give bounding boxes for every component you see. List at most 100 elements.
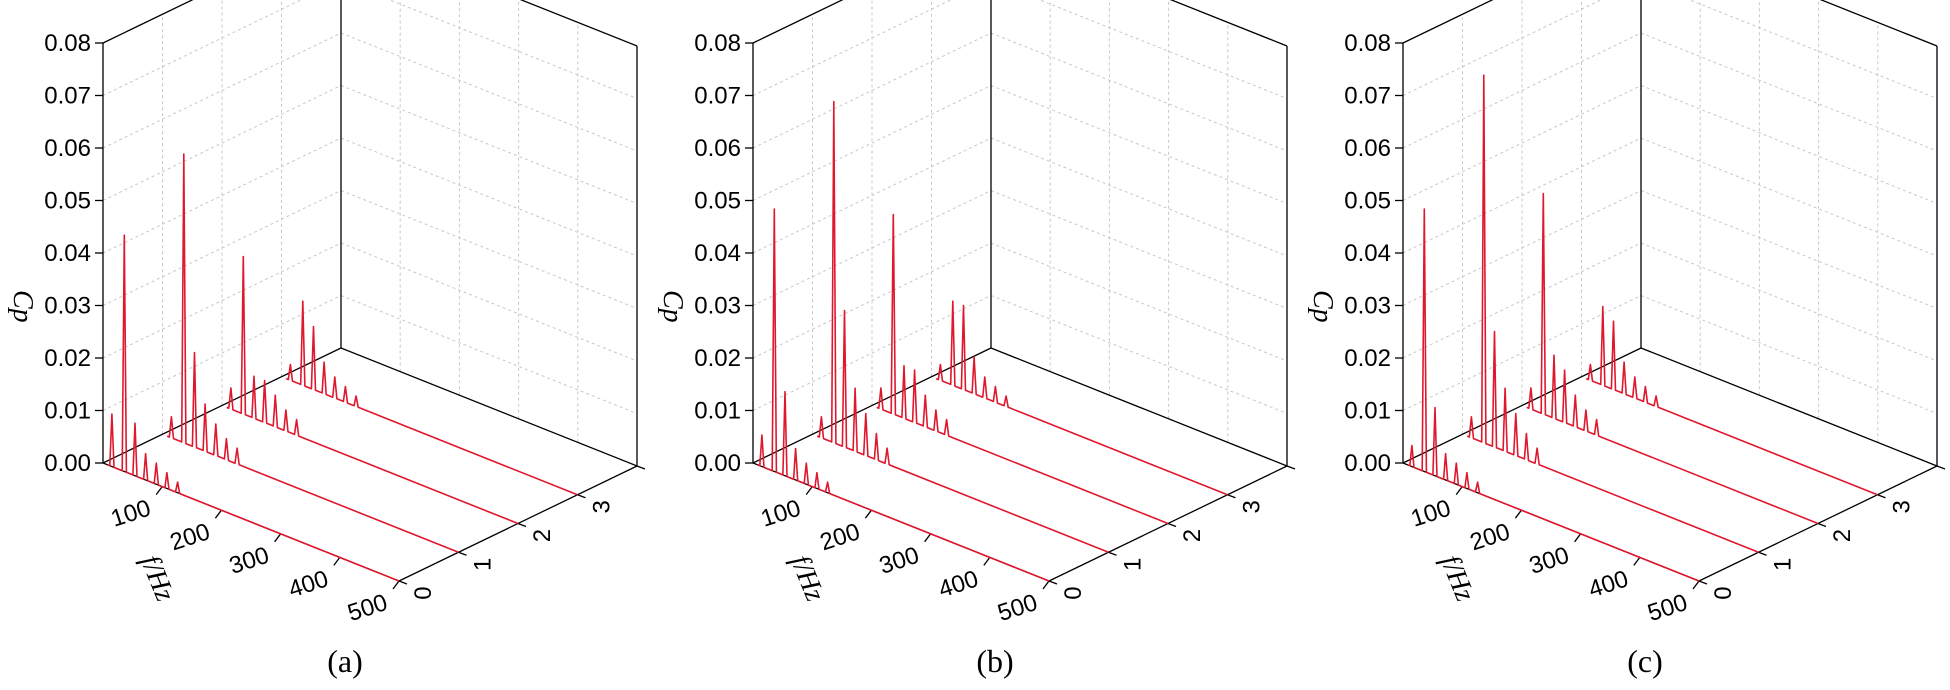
z-tick-label: 0.03	[694, 293, 741, 320]
z-tick-label: 0.01	[1344, 398, 1391, 425]
y-tick	[1698, 580, 1708, 585]
y-tick	[1227, 494, 1236, 499]
y-tick-label: 4	[1298, 471, 1300, 484]
x-tick-label: 300	[1526, 542, 1572, 580]
top-edge	[1402, 0, 1494, 44]
back-floor-edge	[990, 347, 1288, 467]
x-tick-label: 100	[758, 495, 804, 533]
grid-line	[1640, 295, 1938, 414]
grid-line	[340, 190, 638, 309]
x-tick	[155, 486, 163, 495]
y-tick-label: 3	[1889, 500, 1916, 513]
series-group	[107, 153, 578, 582]
grid	[752, 0, 1288, 466]
x-tick	[1574, 533, 1582, 543]
grid-line	[990, 32, 1288, 152]
x-axis-label: f/Hz	[134, 551, 180, 606]
grid-line	[1402, 85, 1642, 201]
z-tick-label: 0.07	[1344, 83, 1391, 110]
y-tick	[1758, 551, 1767, 556]
series-line-3	[285, 300, 578, 496]
grid-line	[102, 295, 342, 411]
y-tick	[1108, 551, 1117, 556]
series-line-0	[757, 208, 1050, 582]
z-tick-label: 0.02	[1344, 345, 1391, 372]
series-group	[1407, 74, 1878, 582]
z-tick-label: 0.00	[1344, 450, 1391, 477]
x-axis-label: f/Hz	[1434, 551, 1480, 606]
grid-line	[752, 85, 992, 201]
series-group	[757, 100, 1228, 582]
x-tick-label: 400	[285, 565, 331, 603]
grid-line	[102, 85, 342, 201]
grid-line	[1402, 295, 1642, 411]
y-tick-label: 4	[1948, 471, 1950, 484]
back-floor-edge	[1402, 347, 1642, 464]
x-tick	[1514, 509, 1522, 519]
z-tick-label: 0.04	[694, 240, 741, 267]
grid-line	[1640, 242, 1938, 362]
y-tick	[577, 494, 586, 499]
y-tick	[458, 551, 467, 556]
x-tick	[392, 580, 400, 590]
y-tick-label: 0	[410, 586, 437, 599]
grid-line	[990, 242, 1288, 362]
y-tick-label: 2	[529, 529, 556, 542]
series-line-1	[816, 100, 1109, 554]
y-tick	[1286, 465, 1296, 470]
x-tick-label: 500	[994, 589, 1040, 627]
series-line-0	[107, 234, 400, 582]
y-tick	[398, 580, 408, 585]
grid-line	[1640, 137, 1938, 257]
z-tick-label: 0.06	[694, 135, 741, 162]
z-tick-label: 0.00	[44, 450, 91, 477]
y-tick-label: 3	[589, 500, 616, 513]
top-edge	[519, 0, 638, 47]
top-edge	[1169, 0, 1288, 47]
grid-line	[520, 0, 638, 47]
x-tick-label: 300	[876, 542, 922, 580]
grid-line	[1640, 190, 1938, 309]
back-floor-edge	[1640, 347, 1938, 467]
grid-line	[990, 137, 1288, 257]
y-tick	[1817, 522, 1827, 528]
z-tick-label: 0.08	[694, 30, 741, 57]
x-tick-label: 200	[817, 518, 863, 556]
x-tick-label: 200	[167, 518, 213, 556]
z-tick-label: 0.01	[44, 398, 91, 425]
series-line-3	[1585, 305, 1878, 496]
y-tick-label: 1	[470, 558, 497, 571]
grid-line	[990, 295, 1288, 414]
back-floor-edge	[102, 347, 342, 464]
z-tick-label: 0.03	[1344, 293, 1391, 320]
chart-panel-b: 0.00 0.01 0.02 0.03 0.04 0.05 0.06 0.07 0.08 100 2…	[657, 0, 1300, 679]
panel-caption: (c)	[1627, 643, 1663, 679]
top-edge	[102, 0, 194, 44]
grid-line	[1640, 32, 1938, 152]
x-tick	[983, 557, 991, 566]
y-tick-label: 2	[1179, 529, 1206, 542]
grid-line	[1640, 85, 1938, 204]
x-tick	[924, 533, 932, 543]
x-tick-label: 200	[1467, 518, 1513, 556]
x-tick-label: 500	[344, 589, 390, 627]
series-line-0	[1407, 208, 1700, 582]
top-edge	[752, 0, 844, 44]
z-tick-label: 0.00	[694, 450, 741, 477]
grid-line	[340, 137, 638, 257]
z-tick-label: 0.02	[694, 345, 741, 372]
x-tick-label: 500	[1644, 589, 1690, 627]
z-tick-label: 0.05	[1344, 188, 1391, 215]
z-tick-label: 0.04	[1344, 240, 1391, 267]
series-line-2	[1526, 192, 1819, 525]
grid-line	[340, 85, 638, 204]
chart-panel-a: 0.00 0.01 0.02 0.03 0.04 0.05 0.06 0.07 0.08 100 2…	[7, 0, 650, 679]
z-tick-label: 0.08	[1344, 30, 1391, 57]
y-tick	[517, 522, 527, 528]
z-tick-label: 0.04	[44, 240, 91, 267]
z-axis-label: Cp	[1307, 290, 1338, 323]
grid-line	[1038, 0, 1288, 99]
x-tick	[333, 557, 341, 566]
x-tick	[805, 486, 813, 495]
panel-caption: (b)	[976, 643, 1013, 679]
